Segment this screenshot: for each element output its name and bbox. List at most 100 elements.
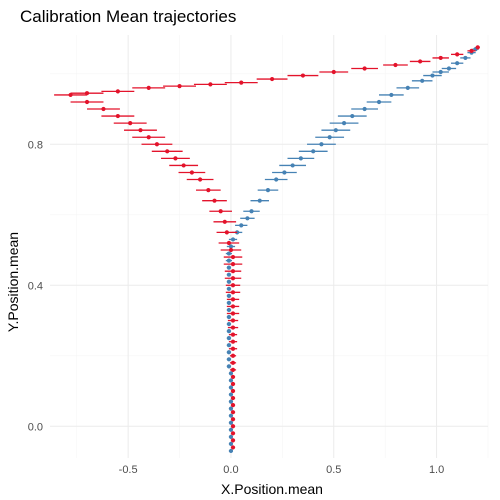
data-point [128,121,133,126]
data-point [154,142,160,147]
data-point [230,445,236,450]
x-axis-ticks: -0.5 0.0 0.5 1.0 [119,464,445,476]
data-point [228,448,234,454]
data-point [230,318,236,323]
data-point [228,399,234,404]
data-point [230,374,236,380]
data-point [226,350,232,355]
data-point [198,177,203,182]
data-point [438,69,443,75]
data-point [239,223,244,228]
data-point [218,209,223,214]
data-point [228,392,234,397]
data-point [222,219,227,224]
data-point [282,170,287,175]
series-2 [54,45,480,450]
data-point [146,85,151,90]
data-point [230,381,236,387]
data-point [230,276,236,281]
data-point [300,73,306,78]
data-point [228,434,234,439]
data-point [333,128,338,133]
data-point [319,142,324,147]
data-point [226,364,232,369]
series-layer [54,45,480,454]
data-point [420,78,425,83]
x-tick-label: 0.5 [326,464,341,476]
data-point [230,438,236,443]
data-point [226,293,232,298]
data-point [298,156,303,161]
data-point [68,92,73,98]
data-point [189,170,194,175]
data-point [84,91,90,96]
data-point [230,417,236,422]
data-point [393,62,398,68]
data-point [226,321,232,327]
data-point [226,240,232,246]
data-point [230,388,236,394]
data-point [228,413,234,418]
data-point [311,149,316,154]
data-point [455,52,460,57]
y-axis-ticks: 0.0 0.4 0.8 [28,139,43,433]
data-point [226,329,232,334]
data-point [181,163,186,168]
data-point [230,353,236,358]
data-point [239,80,244,85]
data-point [177,84,182,89]
data-point [230,304,236,309]
data-point [226,251,232,256]
data-point [173,156,178,161]
data-point [274,177,279,182]
data-point [269,76,275,82]
data-point [362,66,367,71]
data-point [265,188,271,193]
data-point [230,332,236,337]
data-point [230,290,236,295]
data-point [245,216,250,221]
data-point [230,360,236,365]
data-point [226,279,232,284]
data-point [228,378,234,383]
x-tick-label: 1.0 [429,464,444,476]
data-point [228,371,234,376]
data-point [230,410,236,415]
data-point [446,66,452,71]
grid [50,35,489,458]
data-point [230,297,236,302]
y-tick-label: 0.4 [28,280,43,292]
data-point [469,48,474,53]
data-point [430,73,435,78]
data-point [206,188,211,193]
data-point [327,135,332,140]
data-point [165,149,170,154]
data-point [290,163,295,168]
data-point [228,427,234,432]
y-tick-label: 0.0 [28,421,43,433]
data-point [228,406,234,411]
data-point [230,283,236,288]
data-point [249,209,254,214]
data-point [230,325,236,330]
data-point [226,314,232,320]
data-point [230,311,236,316]
data-point [228,441,234,446]
data-point [230,262,236,267]
data-point [226,258,232,263]
data-point [230,367,236,372]
data-point [226,307,232,313]
data-point [230,339,236,344]
data-point [228,420,234,425]
data-point [418,59,423,64]
x-tick-label: -0.5 [119,464,138,476]
x-axis-title: X.Position.mean [221,481,323,497]
data-point [230,346,236,351]
data-point [230,403,236,408]
data-point [226,265,232,270]
data-point [230,424,236,429]
data-point [463,55,468,61]
data-point [228,385,234,390]
data-point [212,198,217,203]
chart-title: Calibration Mean trajectories [20,7,236,26]
